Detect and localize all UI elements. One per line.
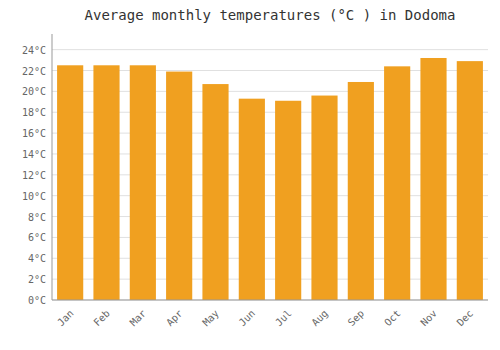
y-tick-label: 10°C [22, 191, 46, 202]
x-tick-label: Aug [309, 308, 330, 329]
x-tick-label: Jun [237, 308, 258, 329]
bar [384, 66, 410, 300]
chart-container: Average monthly temperatures (°C ) in Do… [0, 0, 500, 350]
y-tick-label: 8°C [28, 212, 46, 223]
y-axis-line [52, 34, 53, 300]
bar [239, 99, 265, 300]
bars [57, 58, 483, 300]
bar [57, 65, 83, 300]
grid-line [52, 300, 488, 301]
bar [130, 65, 156, 300]
x-tick-label: Jan [55, 308, 76, 329]
y-tick-label: 22°C [22, 66, 46, 77]
bar [93, 65, 119, 300]
y-tick-label: 24°C [22, 45, 46, 56]
bar [420, 58, 446, 300]
x-tick-label: Nov [418, 308, 439, 329]
bar [311, 96, 337, 300]
x-tick-label: Jul [273, 308, 294, 329]
y-tick-label: 20°C [22, 86, 46, 97]
chart: Average monthly temperatures (°C ) in Do… [0, 0, 500, 350]
y-tick-label: 16°C [22, 128, 46, 139]
grid [52, 50, 488, 300]
x-tick-label: Oct [382, 308, 403, 329]
x-axis-line [52, 300, 488, 301]
bar [166, 72, 192, 300]
y-tick-label: 6°C [28, 232, 46, 243]
grid-line [52, 49, 488, 50]
x-tick-label: May [200, 308, 221, 329]
y-tick-label: 18°C [22, 107, 46, 118]
y-tick-label: 14°C [22, 149, 46, 160]
y-tick-label: 4°C [28, 253, 46, 264]
bar [348, 82, 374, 300]
bar [202, 84, 228, 300]
x-tick-label: Feb [91, 308, 112, 329]
x-tick-label: Dec [455, 308, 476, 329]
y-tick-label: 12°C [22, 170, 46, 181]
y-tick-label: 2°C [28, 274, 46, 285]
x-tick-label: Apr [164, 308, 185, 329]
x-tick-label: Sep [346, 308, 367, 329]
title: Average monthly temperatures (°C ) in Do… [85, 7, 456, 23]
bar [275, 101, 301, 300]
y-tick-label: 0°C [28, 295, 46, 306]
x-tick-label: Mar [128, 308, 149, 329]
bar [457, 61, 483, 300]
